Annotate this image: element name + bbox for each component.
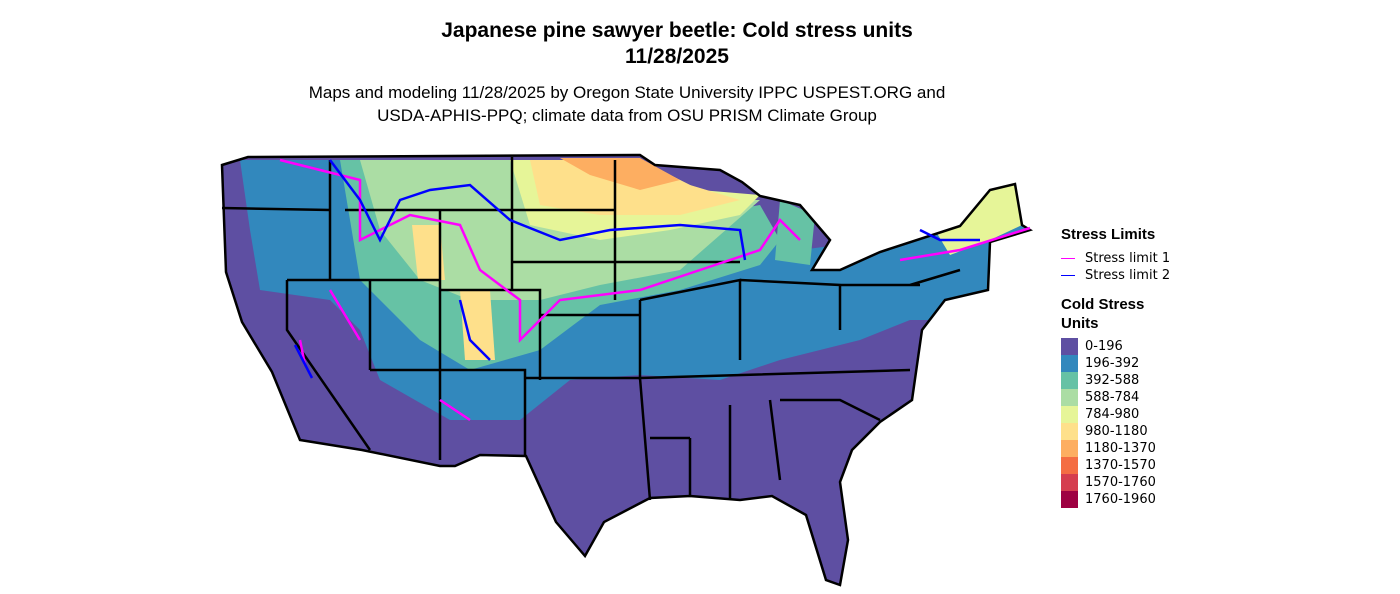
stress-limits-legend-title: Stress Limits — [1061, 226, 1156, 243]
map-date: 11/28/2025 — [625, 45, 729, 68]
cold-stress-legend-item: 0-196 — [1061, 338, 1170, 355]
color-swatch — [1061, 440, 1078, 457]
bin-label: 392-588 — [1085, 373, 1140, 388]
stress-limit-2-contour — [293, 159, 980, 379]
cold-stress-legend-item: 1760-1960 — [1061, 491, 1170, 508]
map-title: Japanese pine sawyer beetle: Cold stress… — [441, 19, 913, 42]
bin-label: 784-980 — [1085, 407, 1140, 422]
cold-stress-legend-item: 196-392 — [1061, 355, 1170, 372]
stress-limit-legend-item: Stress limit 1 — [1061, 250, 1170, 267]
bin-label: 1570-1760 — [1085, 475, 1156, 490]
bin-label: 0-196 — [1085, 339, 1123, 354]
cold-stress-legend: 0-196 196-392 392-588 588-784 784-980 980-118… — [1061, 338, 1170, 508]
color-swatch — [1061, 389, 1078, 406]
cold-stress-legend-title-line2: Units — [1061, 315, 1099, 332]
line-key-icon — [1061, 275, 1075, 276]
color-swatch — [1061, 474, 1078, 491]
color-swatch — [1061, 355, 1078, 372]
color-swatch — [1061, 372, 1078, 389]
color-swatch — [1061, 338, 1078, 355]
line-key-icon — [1061, 258, 1075, 259]
bin-label: 1180-1370 — [1085, 441, 1156, 456]
zone-196-392-northwest — [240, 160, 330, 300]
stress-limit-label: Stress limit 2 — [1085, 268, 1171, 283]
interior-state-lines — [221, 157, 961, 501]
cold-stress-legend-item: 980-1180 — [1061, 423, 1170, 440]
cold-stress-legend-item: 784-980 — [1061, 406, 1170, 423]
zone-michigan — [775, 200, 815, 265]
cold-stress-raster — [222, 155, 1030, 585]
stress-limit-label: Stress limit 1 — [1085, 251, 1171, 266]
bin-label: 1760-1960 — [1085, 492, 1156, 507]
cold-stress-legend-item: 588-784 — [1061, 389, 1170, 406]
color-swatch — [1061, 423, 1078, 440]
color-swatch — [1061, 406, 1078, 423]
zone-colorado-high — [460, 290, 495, 360]
stress-limit-1-contour — [279, 158, 1031, 422]
legend: Stress Limits Stress limit 1 Stress limit… — [1061, 225, 1170, 508]
bin-label: 980-1180 — [1085, 424, 1148, 439]
stress-limit-legend-item: Stress limit 2 — [1061, 267, 1170, 284]
cold-stress-legend-item: 1570-1760 — [1061, 474, 1170, 491]
bin-label: 196-392 — [1085, 356, 1140, 371]
cold-stress-legend-item: 1370-1570 — [1061, 457, 1170, 474]
subtitle-line-1: Maps and modeling 11/28/2025 by Oregon S… — [308, 83, 946, 102]
bin-label: 1370-1570 — [1085, 458, 1156, 473]
zone-wyoming-high — [412, 225, 445, 280]
stress-limits-legend: Stress limit 1 Stress limit 2 — [1061, 250, 1170, 284]
color-swatch — [1061, 491, 1078, 508]
color-swatch — [1061, 457, 1078, 474]
cold-stress-legend-item: 1180-1370 — [1061, 440, 1170, 457]
map-subtitle: Maps and modeling 11/28/2025 by Oregon S… — [227, 81, 1027, 127]
cold-stress-legend-item: 392-588 — [1061, 372, 1170, 389]
zone-1180-1370 — [560, 158, 680, 190]
bin-label: 588-784 — [1085, 390, 1140, 405]
stress-limit-contours — [279, 158, 1031, 422]
state-borders — [220, 153, 1032, 587]
subtitle-line-2: USDA-APHIS-PPQ; climate data from OSU PR… — [377, 106, 877, 125]
cold-stress-legend-title-line1: Cold Stress — [1061, 296, 1145, 313]
